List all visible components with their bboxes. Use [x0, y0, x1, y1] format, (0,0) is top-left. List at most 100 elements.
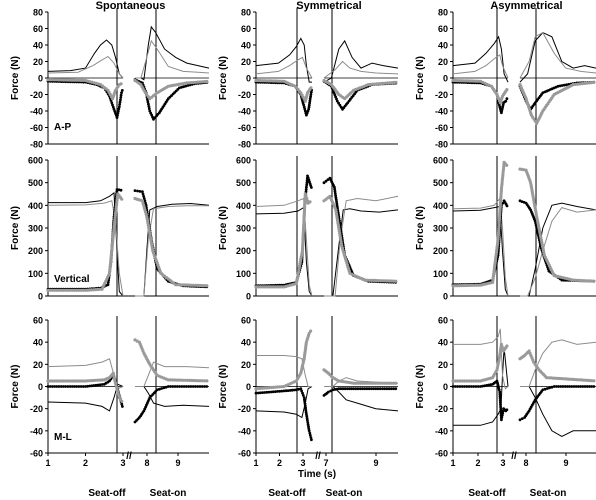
- series-dot: [178, 385, 182, 388]
- y-tick-label: 600: [433, 156, 448, 166]
- series-dot: [118, 100, 122, 104]
- series-dot: [303, 402, 307, 406]
- series-dot: [147, 105, 151, 108]
- y-tick-label: 20: [438, 57, 448, 67]
- series-dot: [394, 387, 398, 391]
- series-dot: [300, 389, 303, 393]
- series-dot: [55, 288, 59, 292]
- series-dot: [536, 230, 539, 234]
- series-dot: [365, 381, 369, 385]
- x-tick-label: 2: [475, 458, 480, 468]
- series-dot: [205, 284, 209, 288]
- y-tick-label: -40: [30, 426, 43, 436]
- series-line-gray-line: [135, 205, 209, 297]
- series-dot: [147, 107, 151, 111]
- series-dot: [198, 385, 202, 388]
- series-dot: [72, 379, 77, 383]
- series-dot: [387, 279, 391, 283]
- series-dot: [495, 379, 499, 383]
- series-dot: [66, 288, 70, 292]
- series-dot: [81, 385, 85, 388]
- series-dot: [146, 100, 150, 104]
- series-dot: [592, 379, 596, 383]
- series-dot: [310, 438, 313, 442]
- x-tick-label: 1: [45, 458, 50, 468]
- series-dot: [301, 391, 304, 395]
- series-dot: [592, 279, 596, 283]
- series-dot: [119, 93, 123, 97]
- series-dot: [276, 390, 279, 393]
- y-axis-label: Force (N): [415, 206, 426, 250]
- series-dot: [185, 385, 188, 388]
- series-dot: [306, 419, 309, 422]
- series-dot: [462, 379, 467, 383]
- series-dot: [189, 283, 193, 287]
- series-dot: [583, 385, 587, 388]
- series-dot: [46, 385, 50, 388]
- series-dot: [115, 116, 119, 119]
- series-dot: [55, 379, 59, 383]
- y-tick-label: -60: [435, 449, 448, 459]
- series-dot: [332, 91, 336, 94]
- series-dot: [383, 381, 387, 385]
- series-dot: [274, 390, 277, 393]
- series-dot: [457, 284, 461, 288]
- series-dot: [392, 387, 395, 391]
- series-dot: [548, 386, 551, 390]
- series-line-black-line: [47, 383, 124, 412]
- axis-break-symbol: //: [315, 451, 321, 462]
- series-line-gray-line: [47, 200, 124, 297]
- series-dot: [580, 82, 584, 86]
- series-dot: [458, 385, 462, 388]
- series-dot: [500, 418, 503, 422]
- y-tick-label: -60: [238, 449, 251, 459]
- y-tick-label: 300: [28, 224, 43, 234]
- y-tick-label: 80: [33, 8, 43, 18]
- series-dot: [453, 385, 457, 388]
- row-label: M-L: [54, 432, 72, 443]
- y-tick-label: 0: [246, 292, 251, 302]
- series-dot: [460, 385, 464, 388]
- series-dot: [61, 288, 65, 292]
- series-dot: [304, 188, 308, 191]
- row-label: A-P: [54, 122, 72, 133]
- series-dot: [200, 385, 204, 388]
- series-dot: [68, 385, 72, 388]
- series-dot: [592, 80, 596, 84]
- series-dot: [55, 385, 59, 388]
- series-dot: [171, 385, 175, 388]
- series-dot: [261, 391, 264, 394]
- series-dot: [367, 387, 371, 391]
- series-dot: [46, 379, 50, 383]
- series-dot: [376, 381, 380, 385]
- y-tick-label: -60: [238, 123, 251, 133]
- y-tick-label: 0: [246, 382, 251, 392]
- y-axis-label: Force (N): [415, 365, 426, 409]
- series-dot: [305, 414, 309, 418]
- series-dot: [271, 390, 275, 394]
- series-dot: [453, 379, 457, 383]
- series-dot: [563, 385, 567, 388]
- series-dot: [174, 283, 178, 287]
- series-dot: [256, 391, 260, 395]
- series-dot: [333, 192, 337, 195]
- series-dot: [499, 187, 503, 192]
- series-dot: [383, 387, 387, 391]
- y-tick-label: 0: [443, 292, 448, 302]
- series-dot: [187, 385, 191, 388]
- series-dot: [589, 81, 594, 85]
- series-dot: [389, 279, 393, 283]
- series-dot: [286, 389, 290, 392]
- series-dot: [580, 279, 584, 283]
- series-dot: [120, 399, 124, 403]
- series-dot: [337, 101, 340, 105]
- series-dot: [497, 388, 501, 392]
- series-dot: [392, 381, 396, 385]
- series-dot: [469, 379, 473, 383]
- y-tick-label: -20: [238, 404, 251, 414]
- y-tick-label: 0: [443, 382, 448, 392]
- y-tick-label: -20: [30, 90, 43, 100]
- series-dot: [205, 379, 209, 383]
- series-dot: [309, 329, 313, 333]
- series-dot: [150, 113, 154, 117]
